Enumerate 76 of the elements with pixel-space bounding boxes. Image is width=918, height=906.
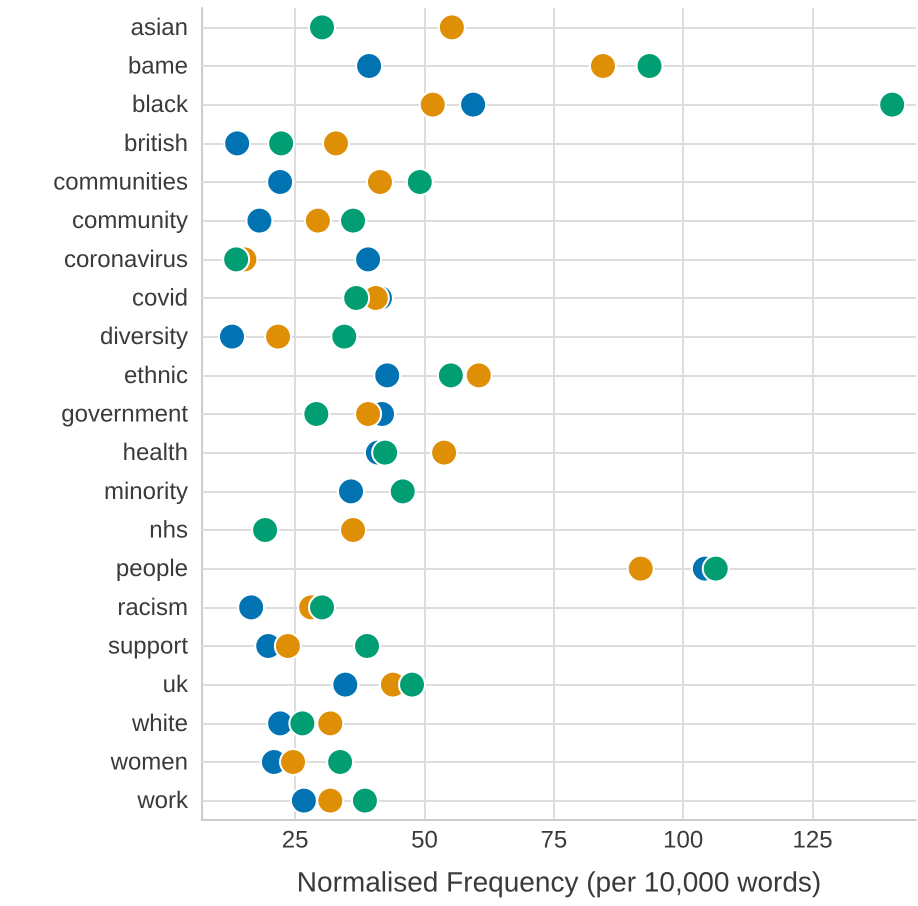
point	[366, 168, 394, 196]
point	[459, 90, 488, 119]
point	[388, 477, 417, 506]
y-tick-label: british	[124, 130, 188, 157]
y-tick-label: coronavirus	[64, 246, 188, 273]
point	[326, 748, 354, 776]
point	[354, 400, 382, 428]
point	[351, 786, 379, 815]
point	[267, 129, 296, 158]
x-tick-label: 50	[411, 826, 438, 854]
y-tick-label: uk	[162, 671, 189, 698]
point	[266, 168, 294, 196]
point	[339, 206, 368, 235]
point	[251, 516, 280, 544]
point	[279, 748, 308, 776]
point	[330, 322, 358, 351]
point	[636, 52, 664, 80]
point	[626, 554, 655, 583]
y-tick-label: minority	[104, 478, 188, 505]
point	[308, 13, 336, 42]
x-axis-title: Normalised Frequency (per 10,000 words)	[296, 866, 822, 898]
point	[339, 516, 368, 544]
y-tick-label: communities	[53, 168, 188, 196]
point	[354, 245, 382, 274]
point	[316, 709, 344, 738]
y-tick-label: community	[72, 207, 188, 234]
y-tick-label: ethnic	[124, 362, 188, 389]
y-tick-label: white	[130, 710, 188, 737]
point	[355, 52, 384, 80]
point	[331, 670, 360, 699]
point	[223, 129, 252, 158]
y-tick-label: government	[61, 400, 188, 428]
point	[302, 400, 330, 428]
point	[464, 361, 493, 390]
y-tick-label: racism	[117, 594, 188, 621]
y-tick-label: people	[116, 555, 188, 582]
point	[373, 361, 402, 390]
x-tick-label: 100	[663, 826, 704, 854]
point	[218, 322, 246, 351]
point	[288, 709, 316, 738]
point	[237, 593, 266, 622]
point	[316, 786, 344, 815]
point	[406, 168, 434, 196]
y-tick-label: bame	[128, 52, 188, 80]
point	[353, 632, 382, 660]
x-tick-label: 125	[792, 826, 833, 854]
point	[337, 477, 366, 506]
x-tick-label: 75	[540, 826, 568, 854]
point	[290, 786, 318, 815]
point	[438, 13, 466, 42]
point	[308, 593, 336, 622]
point	[436, 361, 465, 390]
point	[878, 90, 906, 119]
y-tick-label: black	[132, 91, 189, 118]
point	[398, 670, 426, 699]
point	[342, 284, 370, 312]
point	[222, 245, 250, 274]
point	[274, 632, 302, 660]
point	[371, 438, 400, 467]
y-tick-label: diversity	[100, 323, 188, 350]
x-tick-label: 25	[282, 826, 308, 854]
y-tick-label: covid	[132, 284, 188, 312]
y-tick-label: health	[122, 439, 188, 466]
point	[245, 206, 274, 235]
y-tick-label: asian	[130, 14, 188, 41]
y-tick-label: women	[110, 748, 188, 776]
point	[304, 206, 332, 235]
point	[702, 554, 730, 583]
point	[322, 129, 350, 158]
point	[264, 322, 292, 351]
point	[418, 90, 447, 119]
y-tick-label: nhs	[149, 516, 188, 544]
y-tick-label: support	[108, 632, 188, 660]
y-tick-label: work	[136, 787, 189, 814]
point	[589, 52, 617, 80]
point	[430, 438, 458, 467]
